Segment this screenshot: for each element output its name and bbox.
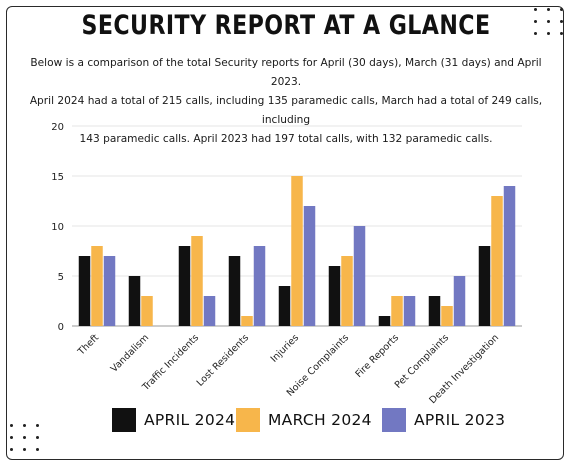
bar (428, 296, 441, 326)
bar (203, 296, 216, 326)
bar (453, 276, 466, 326)
legend-label: APRIL 2023 (414, 411, 506, 429)
bar (141, 296, 153, 326)
bar (341, 256, 353, 326)
bar (128, 276, 141, 326)
legend-label: APRIL 2024 (144, 411, 236, 429)
legend-item-march-2024: MARCH 2024 (236, 408, 372, 432)
bar (441, 306, 453, 326)
bar (328, 266, 341, 326)
bar (378, 316, 391, 326)
x-tick-label: Theft (75, 332, 101, 358)
y-tick-label: 15 (51, 172, 64, 183)
legend-swatch (236, 408, 260, 432)
chart-legend: APRIL 2024 MARCH 2024 APRIL 2023 (0, 408, 572, 438)
x-tick-label: Fire Reports (353, 332, 401, 380)
bar (91, 246, 103, 326)
bar (178, 246, 191, 326)
summary-line: Below is a comparison of the total Secur… (30, 57, 542, 88)
bar (353, 226, 366, 326)
legend-item-april-2023: APRIL 2023 (382, 408, 505, 432)
x-tick-label: Injuries (269, 332, 301, 364)
report-frame (6, 6, 564, 460)
bar (103, 256, 116, 326)
legend-item-april-2024: APRIL 2024 (112, 408, 235, 432)
bar (241, 316, 253, 326)
x-tick-label: Vandalism (109, 332, 151, 374)
legend-swatch (112, 408, 136, 432)
bar (478, 246, 491, 326)
y-tick-label: 10 (51, 222, 64, 233)
bar (253, 246, 266, 326)
y-tick-label: 0 (58, 322, 64, 333)
report-summary: Below is a comparison of the total Secur… (18, 54, 554, 149)
summary-line: 143 paramedic calls. April 2023 had 197 … (79, 133, 493, 145)
bar (278, 286, 291, 326)
legend-label: MARCH 2024 (268, 411, 372, 429)
bar (491, 196, 503, 326)
bar (403, 296, 416, 326)
bar (503, 186, 516, 326)
summary-line: April 2024 had a total of 215 calls, inc… (29, 95, 543, 126)
legend-swatch (382, 408, 406, 432)
bar (228, 256, 241, 326)
report-title: SECURITY REPORT AT A GLANCE (81, 10, 491, 41)
y-tick-label: 20 (51, 122, 64, 133)
bar (391, 296, 403, 326)
bar (191, 236, 203, 326)
bar (78, 256, 91, 326)
y-tick-label: 5 (58, 272, 64, 283)
bar (291, 176, 303, 326)
x-tick-label: Lost Residents (195, 332, 251, 388)
bar (303, 206, 316, 326)
